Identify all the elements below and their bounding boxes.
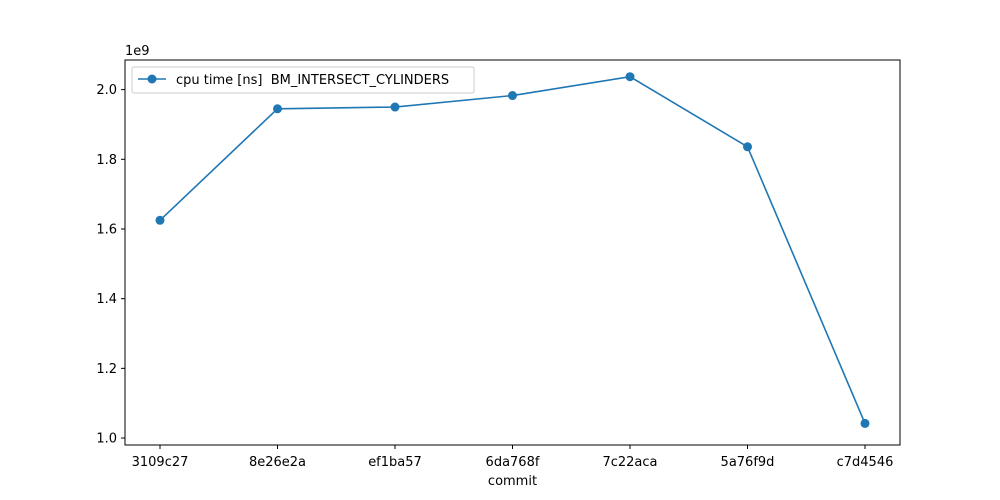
x-tick-label: 8e26e2a: [249, 455, 306, 470]
legend-marker-swatch: [147, 74, 157, 84]
data-point: [508, 91, 517, 101]
legend-box: [131, 66, 475, 94]
x-tick-label: c7d4546: [837, 455, 894, 470]
legend-entry-label: cpu time [ns] BM_INTERSECT_CYLINDERS: [176, 73, 449, 88]
y-tick-label: 1.0: [96, 432, 117, 447]
data-point: [860, 418, 870, 428]
data-point: [390, 102, 400, 112]
x-tick-label: 3109c27: [132, 455, 189, 470]
y-tick-label: 1.4: [96, 292, 117, 307]
x-tick-label: 6da768f: [486, 455, 540, 470]
y-axis-scale-label: 1e9: [125, 44, 150, 59]
axes: 1.0 1.2 1.4 1.6 1.8 2.0 3109c27 8e26e2a ef1ba57 6…: [96, 59, 901, 470]
data-point: [273, 104, 282, 114]
x-tick-label: 7c22aca: [602, 455, 657, 470]
x-tick-label: ef1ba57: [368, 455, 422, 470]
x-axis-label: commit: [488, 474, 537, 489]
plot-area: [155, 72, 870, 428]
y-tick-label: 1.8: [96, 153, 117, 168]
y-tick-label: 1.6: [96, 222, 117, 237]
data-point: [155, 215, 165, 225]
x-tick-label: 5a76f9d: [721, 455, 775, 470]
data-point: [625, 72, 635, 82]
data-point: [743, 142, 752, 152]
legend: cpu time [ns] BM_INTERSECT_CYLINDERS: [131, 66, 475, 94]
y-tick-label: 2.0: [96, 83, 117, 98]
y-tick-label: 1.2: [96, 362, 117, 377]
